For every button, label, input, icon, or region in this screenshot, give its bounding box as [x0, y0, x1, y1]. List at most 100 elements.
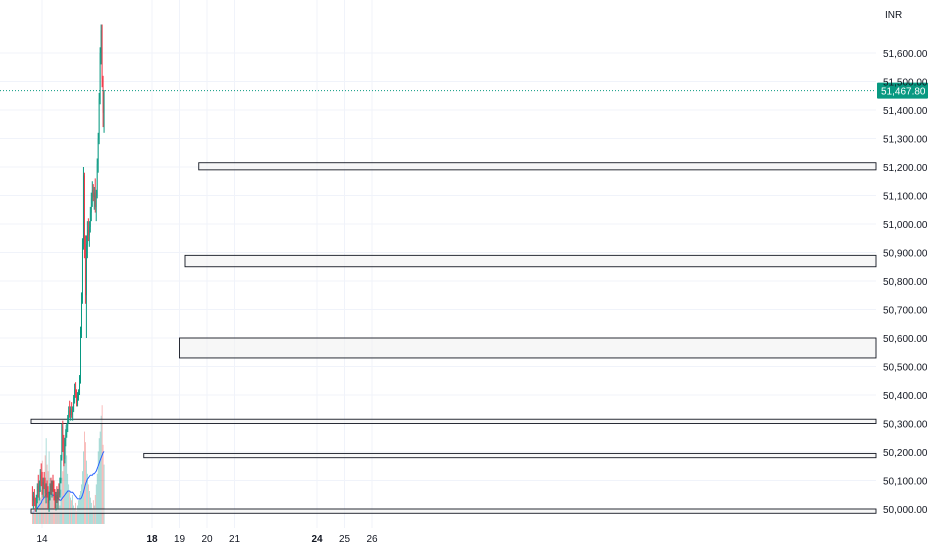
candle-body: [38, 483, 40, 492]
candle-body: [32, 494, 33, 501]
candle-body: [41, 480, 43, 490]
candle-body: [96, 164, 98, 196]
volume-bar: [83, 451, 84, 524]
volume-bar: [48, 451, 50, 524]
price-tick-label: 50,700.00: [883, 306, 928, 317]
time-tick-label: 26: [366, 534, 378, 545]
candle-body: [63, 443, 65, 460]
zone-rect: [184, 254, 877, 268]
volume-bar: [96, 473, 98, 524]
candle-body: [59, 480, 61, 495]
candle-body: [93, 192, 95, 197]
time-tick-label: 21: [229, 534, 241, 545]
candle-body: [45, 489, 47, 494]
volume-bar: [53, 484, 55, 524]
volume-bar: [81, 484, 82, 524]
candle-body: [52, 483, 54, 488]
price-axis[interactable]: INR 51,600.00 51,500.00 51,400.00 51,300.00…: [883, 10, 928, 516]
time-axis[interactable]: 14 18 19 20 21 24 25 26: [36, 534, 378, 545]
price-tick-label: 51,600.00: [883, 49, 928, 60]
volume-bar: [66, 455, 68, 524]
volume-bar: [74, 508, 75, 524]
candle-body: [67, 417, 69, 427]
candle-body: [88, 226, 90, 236]
volume-bar: [33, 508, 35, 524]
volume-bar: [45, 438, 47, 524]
last-price-label: 51,467.80: [881, 87, 926, 98]
candle-layer: [31, 24, 105, 512]
price-tick-label: 50,100.00: [883, 477, 928, 488]
candle-body: [56, 494, 58, 500]
volume-bar: [100, 415, 102, 524]
candle-body: [42, 481, 44, 490]
candle-body: [74, 389, 75, 398]
candle-body: [97, 138, 99, 165]
volume-bar: [42, 477, 44, 524]
price-tick-label: 51,500.00: [883, 78, 928, 89]
price-tick-label: 50,400.00: [883, 391, 928, 402]
volume-bar: [59, 505, 61, 524]
candle-body: [61, 426, 63, 458]
volume-bar: [101, 405, 103, 524]
volume-bar: [87, 473, 88, 524]
volume-bar: [52, 487, 54, 524]
price-tick-label: 51,200.00: [883, 163, 928, 174]
candle-body: [48, 496, 50, 504]
last-price-badge: [877, 82, 928, 99]
candle-body: [102, 78, 104, 113]
volume-bar: [32, 510, 33, 524]
candle-body: [50, 486, 52, 491]
candle-body: [78, 392, 79, 397]
candle-body: [90, 198, 92, 213]
volume-bar: [33, 505, 34, 524]
price-tick-label: 51,400.00: [883, 106, 928, 117]
price-line-layer: 51,467.80: [0, 82, 928, 99]
volume-bar: [73, 505, 74, 524]
candle-body: [53, 487, 55, 498]
volume-bar: [60, 489, 62, 524]
volume-bar: [63, 460, 65, 524]
candle-body: [76, 395, 77, 403]
candle-body: [89, 212, 91, 227]
candle-body: [49, 486, 51, 497]
volume-bar: [49, 477, 51, 524]
volume-bar: [86, 460, 87, 524]
volume-bar: [64, 444, 66, 524]
candle-body: [79, 377, 80, 393]
currency-label: INR: [885, 10, 902, 21]
volume-bar: [76, 510, 77, 524]
candle-body: [81, 298, 82, 333]
volume-bar: [43, 484, 45, 524]
price-tick-label: 50,300.00: [883, 420, 928, 431]
price-tick-label: 51,300.00: [883, 135, 928, 146]
candle-body: [95, 195, 97, 207]
volume-bar: [99, 431, 101, 524]
volume-bar: [57, 508, 59, 524]
candle-body: [57, 491, 59, 500]
volume-bar: [84, 431, 85, 524]
volume-bar: [80, 491, 81, 524]
price-tick-label: 50,000.00: [883, 505, 928, 516]
volume-bar: [69, 491, 71, 524]
price-tick-label: 50,800.00: [883, 277, 928, 288]
candle-body: [75, 389, 76, 395]
zone-rect: [143, 452, 877, 459]
candle-body: [86, 243, 87, 296]
candle-body: [34, 503, 36, 507]
candle-body: [91, 189, 93, 199]
candle-body: [68, 410, 70, 418]
candle-body: [87, 229, 88, 244]
volume-ma-line: [32, 451, 105, 514]
time-tick-label: 25: [339, 534, 351, 545]
zones-layer: [30, 162, 877, 514]
price-tick-label: 51,100.00: [883, 192, 928, 203]
volume-bar: [34, 513, 36, 524]
candle-body: [46, 489, 48, 492]
volume-bar: [88, 491, 90, 524]
candle-body: [40, 474, 42, 481]
candle-body: [54, 497, 56, 501]
candle-body: [51, 483, 53, 491]
candle-body: [43, 481, 45, 485]
